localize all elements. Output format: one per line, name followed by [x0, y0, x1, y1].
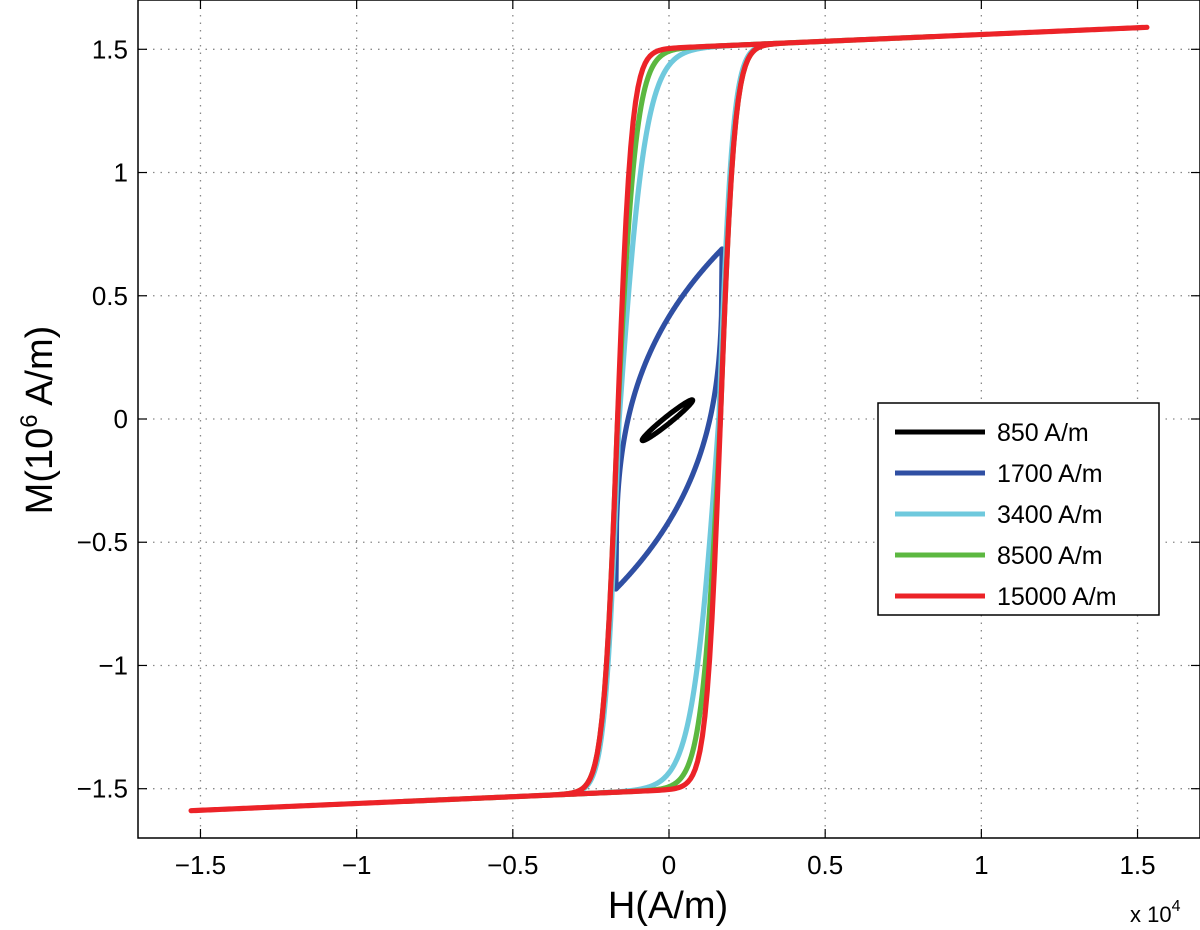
legend-box	[877, 402, 1160, 616]
y-axis-label-unit: A/m)	[19, 326, 61, 415]
curves	[188, 24, 1150, 814]
y-axis-label-base: M(10	[19, 428, 61, 515]
y-tick-label: −0.5	[77, 527, 128, 557]
x-axis-label: H(A/m)	[608, 885, 728, 927]
legend-label: 15000 A/m	[997, 583, 1117, 611]
x-tick-label: −0.5	[487, 850, 538, 880]
y-tick-label: 1	[114, 158, 128, 188]
y-tick-label: −1.5	[77, 774, 128, 804]
x-tick-label: −1.5	[175, 850, 226, 880]
legend-label: 1700 A/m	[997, 460, 1103, 488]
y-axis-label-exponent: 6	[16, 414, 43, 427]
series-line-15000	[188, 24, 1150, 814]
x-tick-label: 0	[662, 850, 676, 880]
x-tick-label: 1	[974, 850, 988, 880]
x-axis-multiplier-exponent: 4	[1172, 898, 1181, 915]
legend-label: 850 A/m	[997, 419, 1089, 447]
y-axis-label: M(106 A/m)	[16, 326, 61, 515]
x-tick-label: 1.5	[1119, 850, 1155, 880]
legend-label: 8500 A/m	[997, 542, 1103, 570]
x-axis-multiplier: x 104	[1130, 898, 1181, 927]
y-tick-label: −1	[98, 650, 128, 680]
x-axis-multiplier-base: x 10	[1130, 902, 1172, 927]
y-tick-label: 0.5	[92, 281, 128, 311]
series-line-1700	[613, 246, 725, 592]
x-tick-label: 0.5	[807, 850, 843, 880]
y-tick-label: 0	[114, 404, 128, 434]
legend: 850 A/m 1700 A/m 3400 A/m 8500 A/m 15000 A/m	[877, 402, 1160, 616]
x-tick-label: −1	[342, 850, 372, 880]
series-line-850	[639, 397, 696, 444]
series-line-3400	[560, 40, 778, 798]
legend-label: 3400 A/m	[997, 501, 1103, 529]
y-tick-label: 1.5	[92, 34, 128, 64]
ticks: −1.5 −1 −0.5 0 0.5 1 1.5 −1.5 −1 −0.5 0 0.5 1 1.5	[77, 0, 1200, 880]
